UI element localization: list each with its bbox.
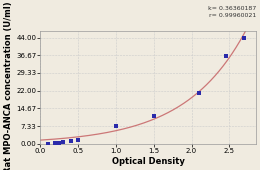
Point [152, 115, 156, 117]
Point [69, 140, 73, 142]
Y-axis label: Rat MPO-ANCA concentration (U/ml): Rat MPO-ANCA concentration (U/ml) [4, 2, 13, 170]
Point [53, 142, 57, 145]
Point [197, 92, 201, 95]
Point [242, 36, 246, 39]
Point [57, 141, 61, 144]
Point [61, 140, 65, 143]
Point [76, 139, 80, 142]
Point [224, 54, 228, 57]
X-axis label: Optical Density: Optical Density [112, 157, 185, 166]
Text: k= 0.36360187
r= 0.99960021: k= 0.36360187 r= 0.99960021 [207, 6, 256, 18]
Point [46, 142, 50, 145]
Point [114, 124, 118, 127]
